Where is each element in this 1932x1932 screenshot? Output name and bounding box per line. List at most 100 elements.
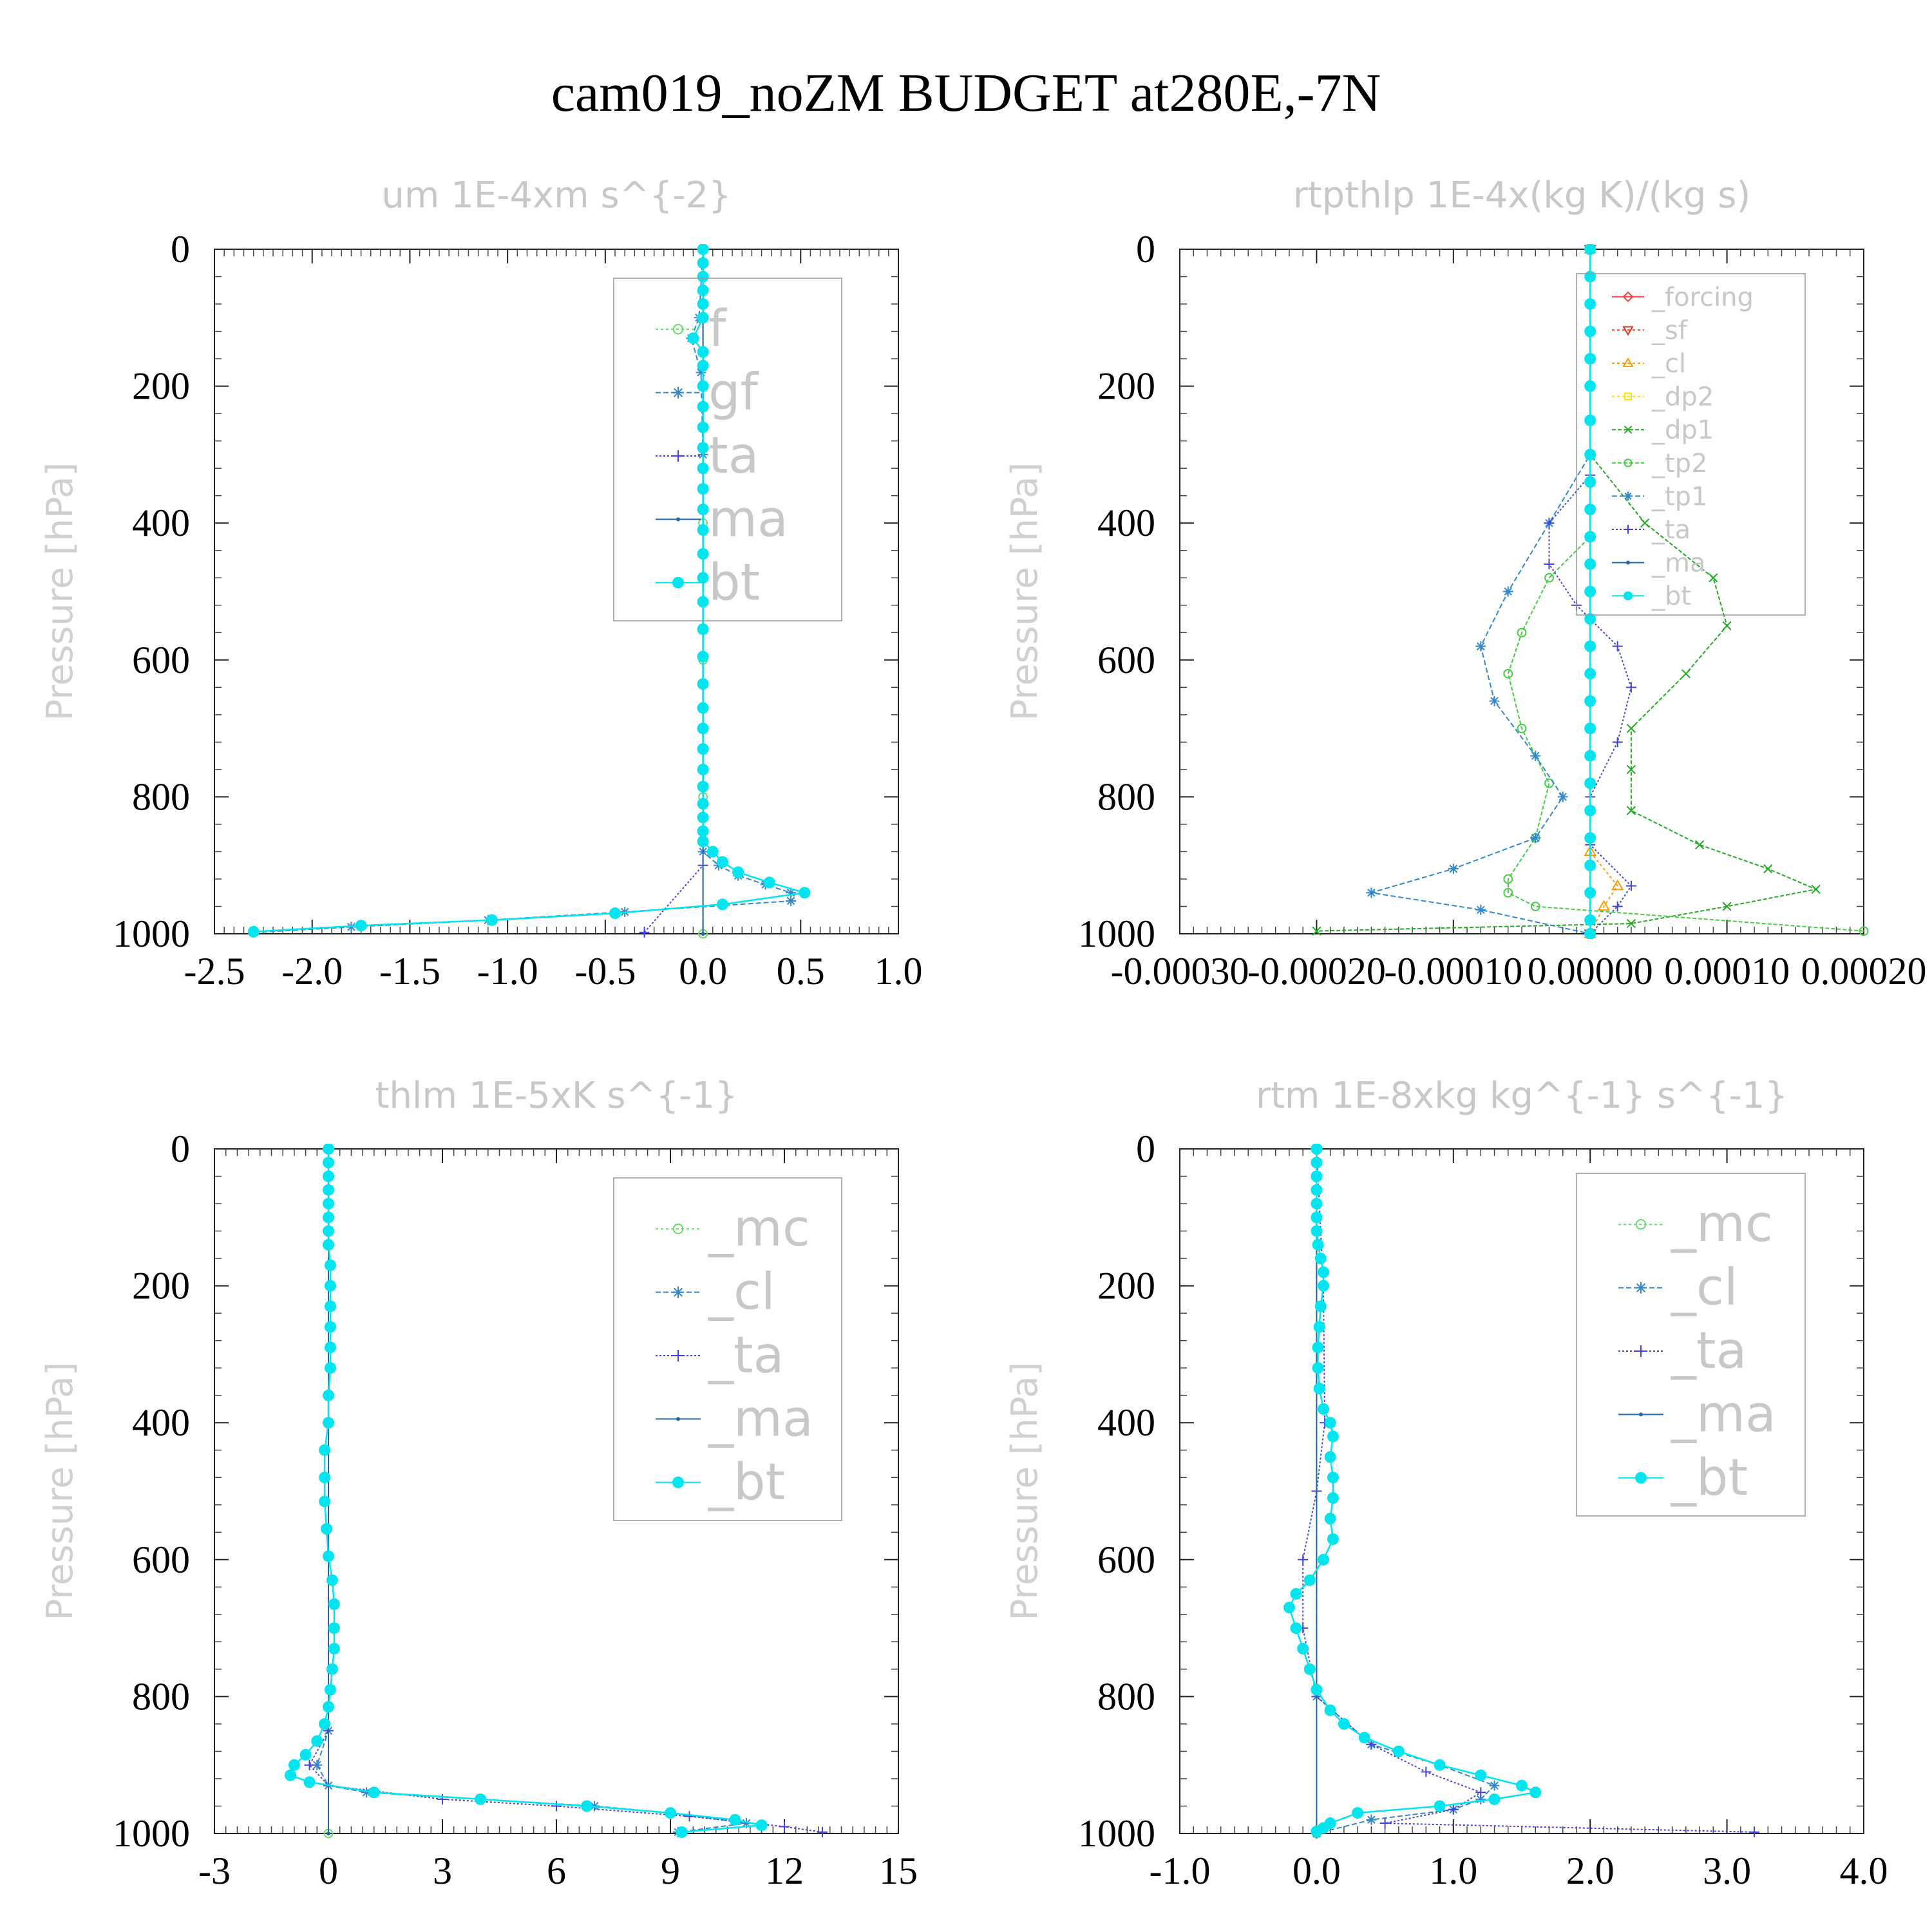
series-line-bt: [289, 1149, 762, 1833]
data-point-bt: [697, 650, 709, 663]
data-point-bt: [1313, 1321, 1325, 1333]
data-point-dp1: [1626, 918, 1636, 929]
data-point-ma: [327, 1832, 330, 1835]
data-point-bt: [716, 856, 728, 868]
y-tick-label: 200: [132, 365, 190, 408]
legend-marker: [1624, 591, 1633, 601]
legend-label: _dp2: [1651, 383, 1714, 412]
data-point-cl: [312, 1759, 323, 1770]
chart-panel-3: thlm 1E-5xK s^{-1} Pressure [hPa] -3 0 3 6 9 12…: [39, 1075, 918, 1892]
data-point-bt: [697, 798, 709, 810]
y-tick-label: 400: [132, 502, 190, 544]
data-point-tp1: [1475, 904, 1486, 915]
y-tick-label: 400: [1097, 1401, 1155, 1444]
panel-title: um 1E-4xm s^{-2}: [381, 175, 731, 216]
legend-label: _forcing: [1651, 283, 1754, 312]
data-point-bt: [755, 1819, 768, 1832]
data-point-bt: [697, 723, 709, 735]
data-point-bt: [1283, 1602, 1295, 1614]
data-point-bt: [1327, 1430, 1339, 1443]
x-tick-label: -2.0: [281, 950, 343, 992]
series-layer: [1312, 244, 1869, 939]
legend-marker: [672, 450, 684, 462]
data-point-tp1: [1366, 887, 1377, 898]
data-point-bt: [697, 380, 709, 392]
y-tick-label: 600: [132, 639, 190, 681]
data-point-cl: [1611, 879, 1624, 891]
data-point-bt: [697, 462, 709, 475]
data-point-bt: [324, 1300, 336, 1312]
data-point-bt: [1314, 1253, 1327, 1265]
data-point-dp1: [1709, 573, 1718, 583]
legend-label: _tp2: [1651, 449, 1708, 478]
data-point-bt: [697, 244, 709, 255]
legend-marker: [672, 576, 684, 589]
x-tick-label: 12: [765, 1850, 804, 1892]
data-point-bt: [799, 887, 811, 899]
legend-marker: [1635, 1282, 1647, 1294]
data-point-bt: [1434, 1800, 1446, 1812]
data-point-bt: [326, 1663, 338, 1675]
data-point-bt: [697, 702, 709, 714]
data-point-ta: [684, 1811, 695, 1822]
legend-label: ma: [708, 490, 788, 548]
data-point-bt: [1584, 723, 1596, 735]
data-point-bt: [697, 421, 709, 433]
data-point-bt: [697, 781, 709, 793]
data-point-bt: [299, 1748, 312, 1761]
legend-label: gf: [708, 364, 759, 422]
data-point-bt: [697, 312, 709, 324]
data-point-bt: [1584, 695, 1596, 707]
series-line-bt: [1288, 1149, 1539, 1832]
data-point-bt: [1312, 1238, 1324, 1251]
data-point-bt: [1584, 668, 1596, 680]
data-point-bt: [1311, 1170, 1323, 1182]
data-point-bt: [697, 835, 709, 848]
data-point-bt: [1584, 380, 1596, 392]
data-point-bt: [328, 1598, 340, 1610]
legend-label: _ma: [1671, 1385, 1776, 1443]
data-point-bt: [1358, 1732, 1370, 1744]
data-point-ta: [639, 927, 650, 938]
legend-label: _ta: [1651, 515, 1690, 545]
data-point-bt: [697, 442, 709, 454]
data-point-bt: [1584, 414, 1596, 426]
chart-panel-2: rtpthlp 1E-4x(kg K)/(kg s) Pressure [hPa]…: [1004, 175, 1927, 992]
data-point-bt: [1324, 1513, 1336, 1525]
data-point-bt: [729, 1814, 741, 1826]
data-point-tp2: [1503, 887, 1513, 898]
data-point-bt: [697, 401, 709, 413]
data-point-tp2: [1517, 627, 1527, 638]
data-point-bt: [323, 1144, 334, 1155]
x-tick-label: 4.0: [1840, 1850, 1888, 1892]
data-point-bt: [697, 572, 709, 584]
y-tick-label: 1000: [1078, 913, 1155, 955]
data-point-bt: [697, 483, 709, 495]
data-point-tp2: [1503, 874, 1513, 884]
legend: _mc _cl_ta_ma _bt: [1576, 1173, 1806, 1517]
data-point-bt: [1584, 503, 1596, 515]
legend-marker: [672, 386, 684, 399]
data-point-dp1: [1626, 764, 1636, 774]
data-point-bt: [311, 1735, 323, 1747]
data-point-bt: [1584, 832, 1596, 844]
y-tick-label: 400: [132, 1401, 190, 1444]
data-point-dp1: [1811, 884, 1821, 895]
data-point-bt: [697, 825, 709, 837]
data-point-bt: [324, 1341, 336, 1354]
data-point-bt: [697, 678, 709, 690]
legend-marker: [1622, 326, 1634, 336]
chart-panel-4: rtm 1E-8xkg kg^{-1} s^{-1} Pressure [hPa]…: [1004, 1075, 1888, 1892]
data-point-bt: [1584, 914, 1596, 926]
data-point-tp1: [1530, 833, 1541, 844]
data-point-dp1: [1626, 806, 1636, 815]
y-tick-label: 0: [1136, 1128, 1155, 1170]
y-tick-label: 1000: [1078, 1812, 1155, 1855]
x-tick-label: 1.0: [875, 950, 923, 992]
legend-label: bt: [708, 554, 760, 612]
data-point-bt: [1318, 1553, 1330, 1566]
data-point-dp1: [1626, 723, 1636, 734]
data-point-ta: [1625, 682, 1636, 693]
x-tick-label: 6: [547, 1850, 566, 1892]
data-point-bt: [1290, 1587, 1302, 1600]
